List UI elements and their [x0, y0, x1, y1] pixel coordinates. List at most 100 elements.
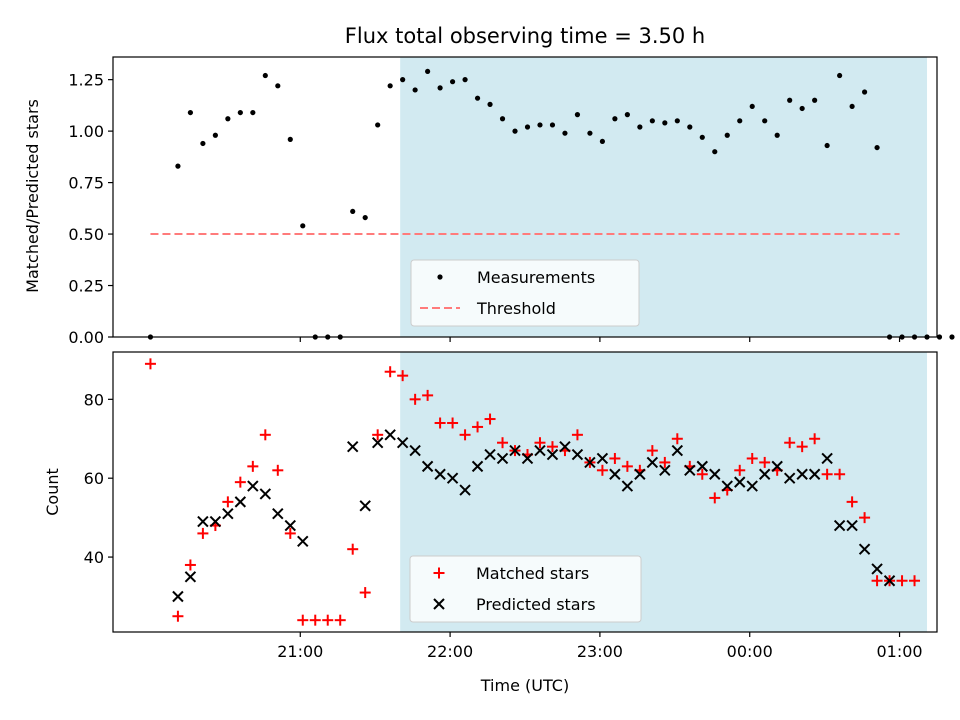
measurements-point	[824, 142, 830, 149]
predicted-stars-point	[284, 519, 296, 532]
predicted-stars-point	[833, 519, 846, 532]
measurements-point	[524, 124, 531, 130]
measurements-point	[375, 122, 381, 128]
x-axis-label: Time (UTC)	[480, 676, 569, 695]
predicted-stars-point	[509, 444, 521, 457]
matched-stars-point	[422, 389, 434, 401]
x-tick-label: 01:00	[876, 642, 922, 661]
matched-stars-point	[197, 527, 209, 539]
predicted-stars-point	[471, 460, 484, 473]
y-tick-label: 0.50	[68, 225, 104, 244]
measurements-point	[687, 124, 693, 130]
predicted-stars-point	[584, 456, 596, 469]
predicted-stars-point	[696, 460, 708, 473]
x-tick-label: 00:00	[727, 642, 773, 661]
top-legend: Measurements Threshold	[410, 259, 640, 327]
matched-stars-point	[609, 452, 621, 464]
legend-entry: Predicted stars	[433, 595, 596, 614]
predicted-stars-point	[746, 480, 758, 492]
measurements-point	[624, 112, 630, 118]
legend-label: Predicted stars	[476, 595, 596, 614]
matched-stars-point	[896, 575, 908, 587]
measurements-point	[712, 149, 718, 155]
y-tick-label: 80	[84, 390, 104, 409]
measurements-point	[861, 89, 868, 95]
measurements-point	[936, 334, 943, 340]
matched-stars-point	[571, 429, 583, 441]
matched-stars-point	[534, 437, 546, 449]
legend-entry: Matched stars	[433, 564, 589, 583]
x-tick-label: 23:00	[577, 642, 623, 661]
predicted-stars-point	[771, 460, 783, 473]
measurements-point	[425, 68, 431, 75]
matched-stars-point	[596, 464, 608, 476]
bottom-panel: 40 60 80 21:00 22:00 23:00 00:00 01:00 Count Ti…	[43, 351, 938, 695]
predicted-stars-point	[808, 468, 821, 480]
measurements-point	[225, 116, 231, 122]
predicted-stars-point	[421, 460, 434, 473]
measurements-point	[474, 95, 481, 101]
predicted-stars-point	[734, 476, 746, 488]
matched-stars-point	[734, 464, 746, 476]
measurements-point	[275, 83, 281, 89]
x-tick-label: 21:00	[277, 642, 323, 661]
matched-stars-point	[234, 476, 246, 488]
matched-stars-point	[397, 370, 409, 382]
matched-stars-point	[309, 614, 321, 626]
predicted-stars-point	[883, 575, 896, 587]
predicted-stars-point	[709, 468, 721, 480]
predicted-stars-point	[571, 448, 584, 461]
legend-marker	[433, 598, 445, 610]
predicted-stars-point	[659, 464, 671, 477]
measurements-point	[187, 109, 194, 116]
matched-stars-point	[347, 543, 359, 555]
predicted-stars-point	[871, 563, 883, 575]
predicted-stars-point	[646, 456, 659, 469]
measurements-point	[574, 112, 581, 118]
measurements-point	[774, 132, 780, 138]
axes-frame	[112, 56, 938, 338]
matched-stars-point	[709, 492, 721, 504]
predicted-stars-point	[297, 535, 309, 548]
matched-stars-point	[809, 433, 821, 445]
predicted-stars-point	[184, 571, 197, 583]
measurements-point	[737, 118, 743, 124]
matched-stars-point	[646, 445, 658, 457]
predicted-stars-point	[796, 468, 808, 480]
measurements-point	[637, 124, 643, 130]
predicted-stars-point	[247, 480, 259, 492]
predicted-stars-point	[409, 444, 421, 457]
matched-stars-point	[297, 614, 309, 626]
legend-entry: Threshold	[420, 299, 556, 318]
predicted-stars-point	[783, 472, 796, 484]
matched-stars-point	[497, 437, 509, 449]
predicted-stars-point	[484, 448, 496, 461]
predicted-stars-point	[384, 429, 396, 441]
legend-label: Matched stars	[476, 564, 589, 583]
measurements-point	[487, 101, 493, 107]
matched-stars-point	[222, 496, 234, 508]
measurements-point	[649, 118, 655, 124]
predicted-stars-point	[684, 464, 696, 477]
predicted-stars-point	[222, 507, 234, 520]
predicted-stars-point	[609, 468, 621, 480]
y-tick-label: 1.25	[68, 71, 104, 90]
axes-frame	[112, 351, 938, 633]
measurements-point	[874, 144, 880, 151]
legend-label: Threshold	[476, 299, 556, 318]
measurements-point	[537, 122, 543, 128]
measurements-point	[749, 103, 755, 110]
matched-stars-point	[247, 460, 259, 472]
predicted-stars-point	[759, 468, 771, 480]
matched-stars-point	[546, 441, 558, 453]
measurements-point	[587, 130, 593, 136]
measurements-point	[212, 132, 218, 138]
predicted-stars-point	[671, 444, 684, 457]
predicted-stars-point	[209, 515, 222, 528]
measurements-point	[599, 138, 606, 145]
measurements-point	[250, 109, 256, 116]
predicted-stars-point	[546, 448, 559, 461]
matched-stars-point	[334, 614, 346, 626]
matched-stars-point	[846, 496, 858, 508]
predicted-stars-point	[721, 480, 733, 492]
